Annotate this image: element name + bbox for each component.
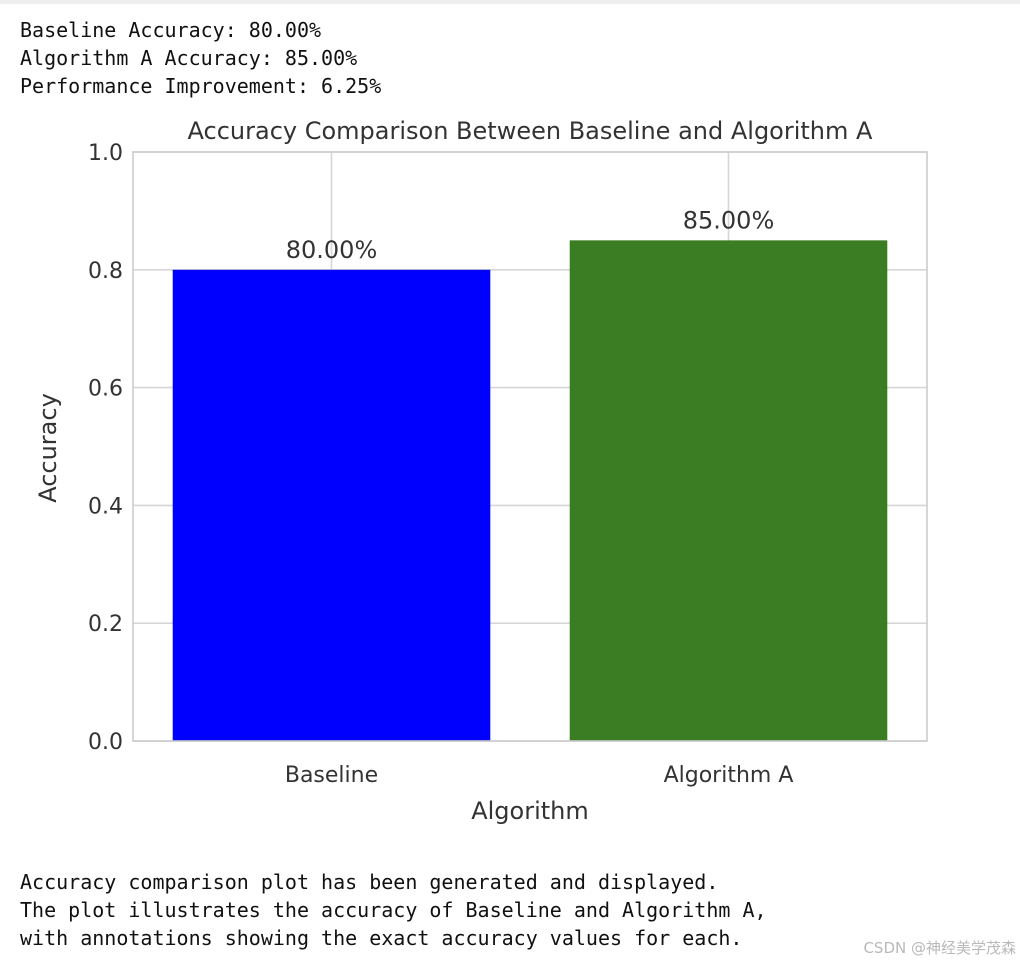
y-tick-label: 0.6 <box>88 377 123 402</box>
y-axis-label: Accuracy <box>34 393 62 503</box>
bar-value-label: 80.00% <box>286 236 378 264</box>
algorithm-a-accuracy-line: Algorithm A Accuracy: 85.00% <box>20 46 358 70</box>
plot-generated-line: Accuracy comparison plot has been genera… <box>20 870 719 894</box>
annotations-line: with annotations showing the exact accur… <box>20 926 743 950</box>
stdout-output-bottom: Accuracy comparison plot has been genera… <box>20 868 767 952</box>
bars <box>172 240 888 741</box>
top-border <box>0 0 1020 4</box>
bar-algorithm-a <box>569 240 888 741</box>
x-tick-label: Algorithm A <box>664 763 794 788</box>
y-tick-label: 0.8 <box>88 259 123 284</box>
y-tick-label: 0.2 <box>88 612 123 637</box>
csdn-watermark: CSDN @神经美学茂森 <box>863 939 1016 957</box>
stdout-output-top: Baseline Accuracy: 80.00% Algorithm A Acc… <box>20 16 381 100</box>
bar-baseline <box>172 269 491 741</box>
bar-value-label: 85.00% <box>683 206 775 234</box>
y-tick-label: 0.4 <box>88 494 123 519</box>
baseline-accuracy-line: Baseline Accuracy: 80.00% <box>20 18 322 42</box>
y-tick-label: 0.0 <box>88 730 123 755</box>
value-labels: 80.00% 85.00% <box>286 206 775 263</box>
y-tick-label: 1.0 <box>88 141 123 166</box>
performance-improvement-line: Performance Improvement: 6.25% <box>20 74 382 98</box>
x-tick-label: Baseline <box>285 763 378 788</box>
x-axis-label: Algorithm <box>471 797 589 825</box>
y-tick-labels: 0.0 0.2 0.4 0.6 0.8 1.0 <box>88 141 123 755</box>
accuracy-bar-chart: 80.00% 85.00% 0.0 0.2 0.4 0.6 0.8 1.0 Baseline… <box>34 117 928 825</box>
x-tick-labels: Baseline Algorithm A <box>285 763 794 788</box>
chart-title: Accuracy Comparison Between Baseline and… <box>188 117 873 145</box>
plot-illustrates-line: The plot illustrates the accuracy of Bas… <box>20 898 767 922</box>
plot-frame <box>132 151 928 742</box>
